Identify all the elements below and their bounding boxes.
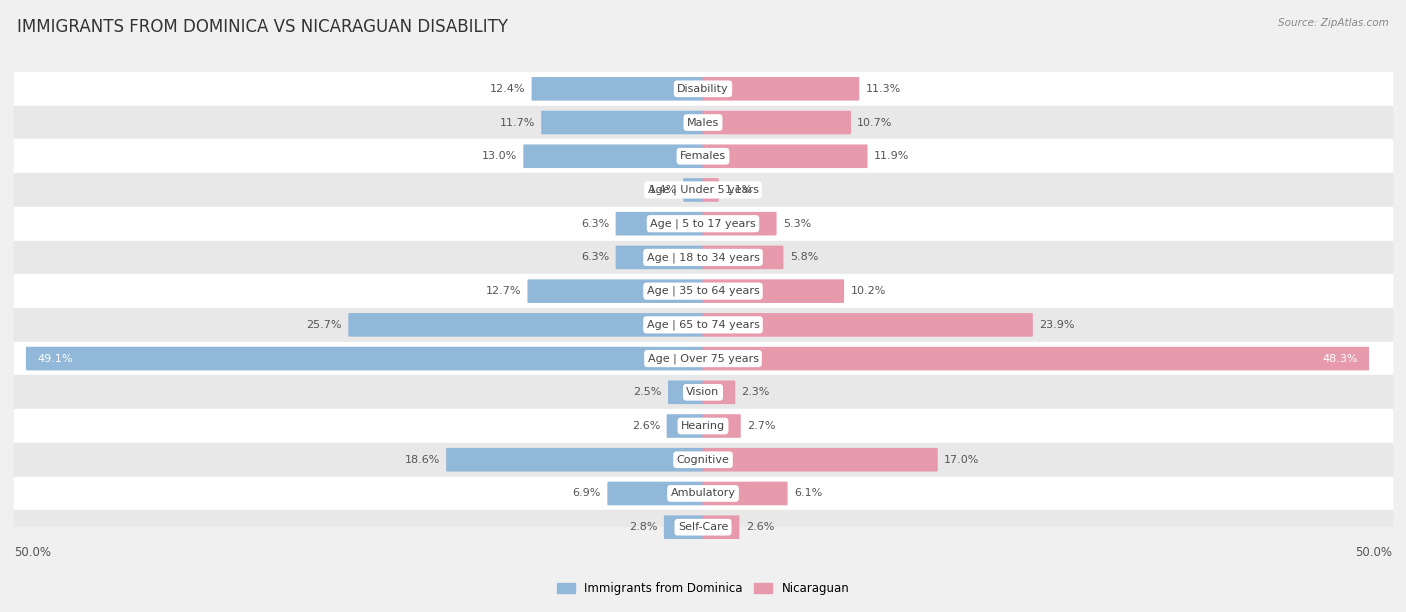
Bar bbox=[14, 477, 1392, 510]
FancyBboxPatch shape bbox=[25, 347, 703, 370]
Text: Females: Females bbox=[681, 151, 725, 161]
Text: 2.6%: 2.6% bbox=[631, 421, 661, 431]
FancyBboxPatch shape bbox=[703, 515, 740, 539]
FancyBboxPatch shape bbox=[527, 279, 703, 303]
Text: 1.1%: 1.1% bbox=[725, 185, 754, 195]
Bar bbox=[14, 106, 1392, 140]
FancyBboxPatch shape bbox=[703, 381, 735, 404]
Text: 10.7%: 10.7% bbox=[858, 118, 893, 127]
FancyBboxPatch shape bbox=[703, 448, 938, 472]
FancyBboxPatch shape bbox=[349, 313, 703, 337]
Text: Age | Over 75 years: Age | Over 75 years bbox=[648, 353, 758, 364]
Text: Ambulatory: Ambulatory bbox=[671, 488, 735, 498]
Text: 1.4%: 1.4% bbox=[648, 185, 676, 195]
Text: 18.6%: 18.6% bbox=[405, 455, 440, 465]
Bar bbox=[14, 274, 1392, 308]
FancyBboxPatch shape bbox=[703, 178, 718, 202]
Text: 2.8%: 2.8% bbox=[628, 522, 658, 532]
FancyBboxPatch shape bbox=[703, 111, 851, 134]
FancyBboxPatch shape bbox=[446, 448, 703, 472]
Text: Cognitive: Cognitive bbox=[676, 455, 730, 465]
FancyBboxPatch shape bbox=[616, 245, 703, 269]
Text: 6.9%: 6.9% bbox=[572, 488, 600, 498]
Text: 48.3%: 48.3% bbox=[1322, 354, 1358, 364]
Text: 10.2%: 10.2% bbox=[851, 286, 886, 296]
FancyBboxPatch shape bbox=[703, 347, 1369, 370]
Bar bbox=[14, 140, 1392, 173]
Text: Self-Care: Self-Care bbox=[678, 522, 728, 532]
FancyBboxPatch shape bbox=[703, 313, 1033, 337]
Text: Source: ZipAtlas.com: Source: ZipAtlas.com bbox=[1278, 18, 1389, 28]
FancyBboxPatch shape bbox=[703, 245, 783, 269]
Text: Males: Males bbox=[688, 118, 718, 127]
Text: Age | 65 to 74 years: Age | 65 to 74 years bbox=[647, 319, 759, 330]
FancyBboxPatch shape bbox=[523, 144, 703, 168]
FancyBboxPatch shape bbox=[666, 414, 703, 438]
Bar bbox=[14, 527, 1392, 551]
Bar bbox=[14, 443, 1392, 477]
Text: Age | 18 to 34 years: Age | 18 to 34 years bbox=[647, 252, 759, 263]
Text: Hearing: Hearing bbox=[681, 421, 725, 431]
Text: 2.6%: 2.6% bbox=[745, 522, 775, 532]
FancyBboxPatch shape bbox=[703, 77, 859, 100]
Text: 2.7%: 2.7% bbox=[747, 421, 776, 431]
Text: 17.0%: 17.0% bbox=[945, 455, 980, 465]
Text: 11.7%: 11.7% bbox=[499, 118, 534, 127]
FancyBboxPatch shape bbox=[703, 482, 787, 506]
FancyBboxPatch shape bbox=[703, 212, 776, 236]
Text: Vision: Vision bbox=[686, 387, 720, 397]
Text: 5.3%: 5.3% bbox=[783, 218, 811, 229]
FancyBboxPatch shape bbox=[607, 482, 703, 506]
FancyBboxPatch shape bbox=[703, 279, 844, 303]
Text: 12.7%: 12.7% bbox=[485, 286, 522, 296]
Text: 50.0%: 50.0% bbox=[1355, 546, 1392, 559]
Bar bbox=[14, 510, 1392, 544]
Text: Age | 5 to 17 years: Age | 5 to 17 years bbox=[650, 218, 756, 229]
Bar bbox=[14, 173, 1392, 207]
Bar bbox=[14, 375, 1392, 409]
Text: Disability: Disability bbox=[678, 84, 728, 94]
Bar bbox=[14, 241, 1392, 274]
Text: 11.3%: 11.3% bbox=[866, 84, 901, 94]
Text: 6.1%: 6.1% bbox=[794, 488, 823, 498]
Text: 11.9%: 11.9% bbox=[875, 151, 910, 161]
Text: 12.4%: 12.4% bbox=[489, 84, 526, 94]
Text: Age | Under 5 years: Age | Under 5 years bbox=[648, 185, 758, 195]
Text: 49.1%: 49.1% bbox=[38, 354, 73, 364]
Text: Age | 35 to 64 years: Age | 35 to 64 years bbox=[647, 286, 759, 296]
Legend: Immigrants from Dominica, Nicaraguan: Immigrants from Dominica, Nicaraguan bbox=[553, 578, 853, 600]
FancyBboxPatch shape bbox=[668, 381, 703, 404]
Text: 6.3%: 6.3% bbox=[581, 218, 609, 229]
Bar bbox=[14, 72, 1392, 106]
Text: 13.0%: 13.0% bbox=[482, 151, 517, 161]
Text: 23.9%: 23.9% bbox=[1039, 320, 1074, 330]
FancyBboxPatch shape bbox=[531, 77, 703, 100]
Text: IMMIGRANTS FROM DOMINICA VS NICARAGUAN DISABILITY: IMMIGRANTS FROM DOMINICA VS NICARAGUAN D… bbox=[17, 18, 508, 36]
Text: 50.0%: 50.0% bbox=[14, 546, 51, 559]
Bar bbox=[14, 308, 1392, 341]
FancyBboxPatch shape bbox=[616, 212, 703, 236]
Bar bbox=[14, 341, 1392, 375]
Text: 25.7%: 25.7% bbox=[307, 320, 342, 330]
Text: 2.3%: 2.3% bbox=[741, 387, 770, 397]
Bar bbox=[14, 409, 1392, 443]
FancyBboxPatch shape bbox=[703, 414, 741, 438]
FancyBboxPatch shape bbox=[541, 111, 703, 134]
FancyBboxPatch shape bbox=[683, 178, 703, 202]
Text: 5.8%: 5.8% bbox=[790, 252, 818, 263]
Text: 2.5%: 2.5% bbox=[633, 387, 662, 397]
FancyBboxPatch shape bbox=[664, 515, 703, 539]
Text: 6.3%: 6.3% bbox=[581, 252, 609, 263]
FancyBboxPatch shape bbox=[703, 144, 868, 168]
Bar bbox=[14, 207, 1392, 241]
